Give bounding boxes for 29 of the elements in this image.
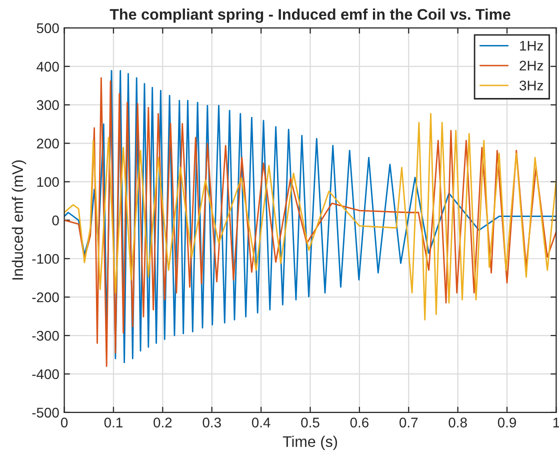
y-tick-label: -200 bbox=[32, 292, 59, 302]
line-series bbox=[64, 112, 556, 320]
x-tick-label: 0.1 bbox=[104, 418, 122, 428]
legend-label: 3Hz bbox=[520, 80, 544, 90]
x-tick-label: 0.9 bbox=[498, 418, 516, 428]
x-axis-title: Time (s) bbox=[282, 436, 338, 450]
x-tick-label: 0.5 bbox=[301, 418, 320, 428]
x-tick-label: 0.6 bbox=[350, 418, 368, 428]
x-tick-label: 0.2 bbox=[154, 418, 172, 428]
x-tick-label: 1 bbox=[553, 418, 559, 428]
y-tick-label: 500 bbox=[36, 23, 59, 34]
y-axis-title: Induced emf (mV) bbox=[12, 160, 26, 280]
x-tick-label: 0 bbox=[60, 418, 68, 428]
chart-title: The compliant spring - Induced emf in the Coil vs. Time bbox=[110, 8, 510, 23]
y-tick-label: -500 bbox=[32, 408, 59, 418]
legend-label: 1Hz bbox=[520, 40, 544, 51]
legend-label: 2Hz bbox=[520, 60, 544, 70]
y-tick-label: 300 bbox=[36, 100, 59, 110]
x-tick-label: 0.8 bbox=[448, 418, 467, 428]
y-tick-label: -100 bbox=[32, 254, 59, 264]
x-tick-label: 0.3 bbox=[202, 418, 221, 428]
y-tick-label: 0 bbox=[52, 216, 59, 226]
y-tick-label: -400 bbox=[32, 369, 59, 380]
y-tick-label: -300 bbox=[32, 330, 59, 341]
x-tick-label: 0.7 bbox=[400, 418, 418, 428]
y-tick-label: 400 bbox=[36, 62, 59, 72]
x-tick-label: 0.4 bbox=[252, 418, 270, 428]
y-tick-label: 100 bbox=[37, 177, 59, 187]
y-tick-label: 200 bbox=[36, 138, 59, 148]
